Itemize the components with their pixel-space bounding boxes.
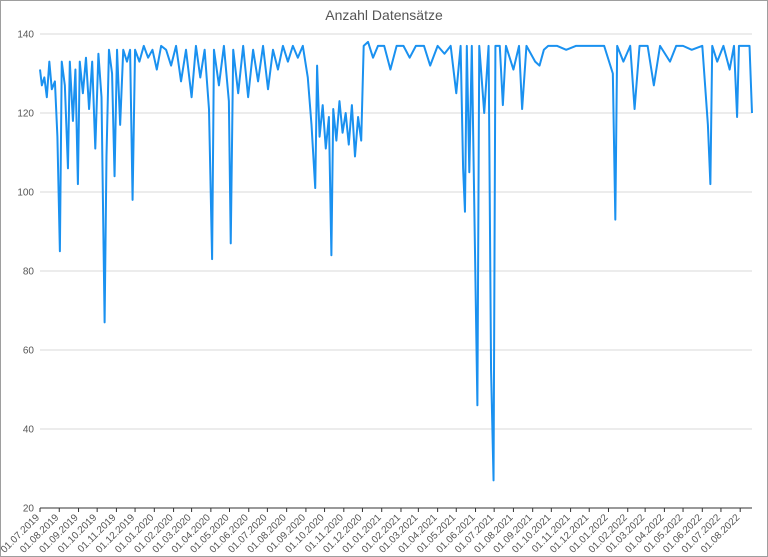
y-tick-label: 80: [23, 267, 35, 278]
y-tick-label: 40: [23, 425, 35, 436]
series-line: [39, 40, 753, 482]
chart-title: Anzahl Datensätze: [325, 7, 443, 23]
y-tick-label: 120: [17, 109, 34, 120]
y-tick-label: 100: [17, 188, 34, 199]
y-tick-label: 20: [23, 504, 35, 515]
y-tick-label: 140: [17, 30, 34, 41]
y-tick-label: 60: [23, 346, 35, 357]
